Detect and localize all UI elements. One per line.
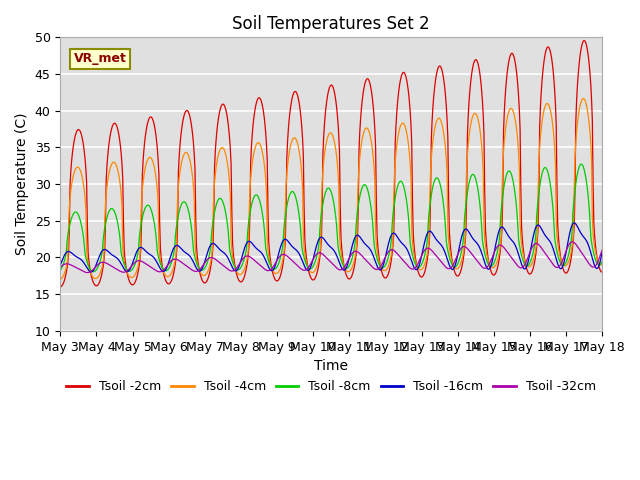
Tsoil -2cm bbox=[598, 269, 606, 275]
Line: Tsoil -16cm: Tsoil -16cm bbox=[60, 223, 602, 272]
Tsoil -16cm bbox=[570, 220, 578, 226]
Text: VR_met: VR_met bbox=[74, 52, 127, 65]
Tsoil -8cm bbox=[200, 267, 207, 273]
Line: Tsoil -32cm: Tsoil -32cm bbox=[60, 242, 602, 273]
Tsoil -4cm bbox=[175, 175, 183, 181]
Tsoil -16cm bbox=[549, 246, 557, 252]
Tsoil -32cm bbox=[324, 256, 332, 262]
Tsoil -16cm bbox=[324, 241, 332, 247]
Tsoil -32cm bbox=[200, 262, 207, 268]
Tsoil -8cm bbox=[577, 161, 585, 167]
Tsoil -16cm bbox=[87, 269, 95, 275]
Tsoil -2cm bbox=[376, 257, 383, 263]
Tsoil -4cm bbox=[429, 139, 436, 145]
Tsoil -16cm bbox=[200, 263, 207, 269]
Tsoil -32cm bbox=[176, 258, 184, 264]
Tsoil -32cm bbox=[429, 250, 437, 255]
Y-axis label: Soil Temperature (C): Soil Temperature (C) bbox=[15, 113, 29, 255]
Tsoil -2cm bbox=[198, 278, 206, 284]
Tsoil -2cm bbox=[323, 98, 330, 104]
Tsoil -4cm bbox=[56, 276, 64, 282]
Tsoil -4cm bbox=[579, 96, 587, 101]
Tsoil -2cm bbox=[580, 37, 588, 43]
Tsoil -8cm bbox=[176, 206, 184, 212]
Tsoil -4cm bbox=[323, 138, 330, 144]
Line: Tsoil -2cm: Tsoil -2cm bbox=[60, 40, 602, 287]
Tsoil -16cm bbox=[376, 267, 384, 273]
Line: Tsoil -8cm: Tsoil -8cm bbox=[60, 164, 602, 272]
Tsoil -16cm bbox=[429, 232, 437, 238]
Tsoil -4cm bbox=[376, 259, 383, 265]
X-axis label: Time: Time bbox=[314, 359, 348, 373]
Tsoil -4cm bbox=[198, 272, 206, 278]
Tsoil -8cm bbox=[429, 181, 437, 187]
Tsoil -16cm bbox=[56, 262, 64, 268]
Tsoil -32cm bbox=[568, 239, 576, 245]
Tsoil -32cm bbox=[598, 247, 606, 253]
Tsoil -8cm bbox=[90, 269, 97, 275]
Tsoil -8cm bbox=[56, 267, 64, 273]
Tsoil -16cm bbox=[598, 249, 606, 255]
Tsoil -32cm bbox=[56, 264, 64, 270]
Tsoil -2cm bbox=[429, 106, 436, 112]
Line: Tsoil -4cm: Tsoil -4cm bbox=[60, 98, 602, 279]
Tsoil -32cm bbox=[84, 270, 92, 276]
Tsoil -32cm bbox=[549, 262, 557, 267]
Tsoil -8cm bbox=[376, 263, 384, 269]
Tsoil -4cm bbox=[598, 262, 606, 267]
Legend: Tsoil -2cm, Tsoil -4cm, Tsoil -8cm, Tsoil -16cm, Tsoil -32cm: Tsoil -2cm, Tsoil -4cm, Tsoil -8cm, Tsoi… bbox=[61, 375, 601, 398]
Tsoil -16cm bbox=[176, 244, 184, 250]
Tsoil -8cm bbox=[598, 259, 606, 264]
Tsoil -4cm bbox=[548, 120, 556, 126]
Tsoil -2cm bbox=[175, 154, 183, 159]
Tsoil -32cm bbox=[376, 264, 384, 270]
Tsoil -2cm bbox=[548, 61, 556, 67]
Tsoil -8cm bbox=[549, 209, 557, 215]
Tsoil -2cm bbox=[56, 284, 64, 290]
Tsoil -8cm bbox=[324, 186, 332, 192]
Title: Soil Temperatures Set 2: Soil Temperatures Set 2 bbox=[232, 15, 430, 33]
